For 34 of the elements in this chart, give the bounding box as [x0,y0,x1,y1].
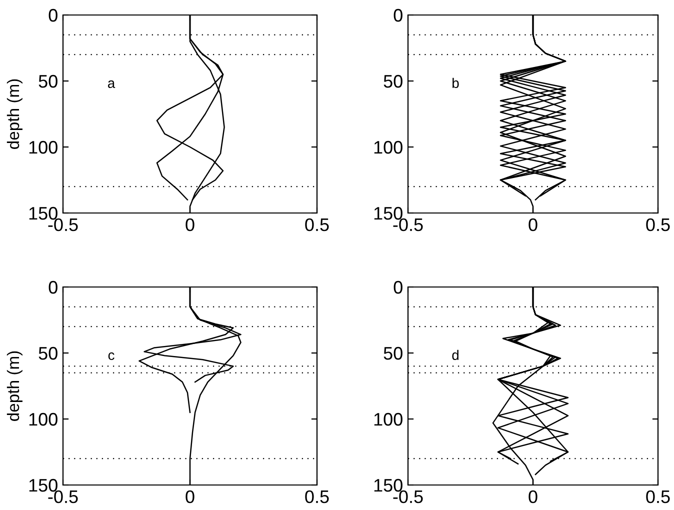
y-axis-title: depth (m) [6,79,22,149]
annotation: d [452,350,458,360]
y-tick-label: 0 [394,8,402,22]
y-tick-label: 150 [29,478,58,492]
x-tick-label: 0 [186,490,194,504]
x-tick-label: 0.5 [646,218,670,232]
x-tick-label: -0.5 [393,490,423,504]
y-tick-label: 100 [29,412,58,426]
y-tick-label: 100 [374,412,402,426]
y-tick-label: 0 [48,280,58,294]
y-tick-label: 100 [29,140,58,154]
x-tick-label: -0.5 [393,218,423,232]
annotation: c [108,352,114,360]
x-tick-label: -0.5 [48,218,78,232]
x-tick-label: 0.5 [305,490,329,504]
x-tick-label: 0 [528,490,538,504]
x-tick-label: 0 [528,218,538,232]
y-tick-label: 0 [48,8,58,22]
y-tick-label: 0 [394,280,402,294]
y-tick-label: 100 [374,140,402,154]
y-tick-label: 150 [374,478,402,492]
y-tick-label: 50 [38,74,58,88]
annotation: a [108,80,116,88]
annotation: b [452,78,459,88]
x-tick-label: 0.5 [305,218,329,232]
x-tick-label: -0.5 [48,490,78,504]
x-tick-label: 0 [186,218,194,232]
y-tick-label: 150 [374,206,402,220]
y-tick-label: 50 [38,346,58,360]
y-tick-label: 50 [384,346,402,360]
y-tick-label: 150 [29,206,58,220]
y-axis-title: depth (m) [6,351,22,421]
x-tick-label: 0.5 [646,490,670,504]
y-tick-label: 50 [384,74,402,88]
